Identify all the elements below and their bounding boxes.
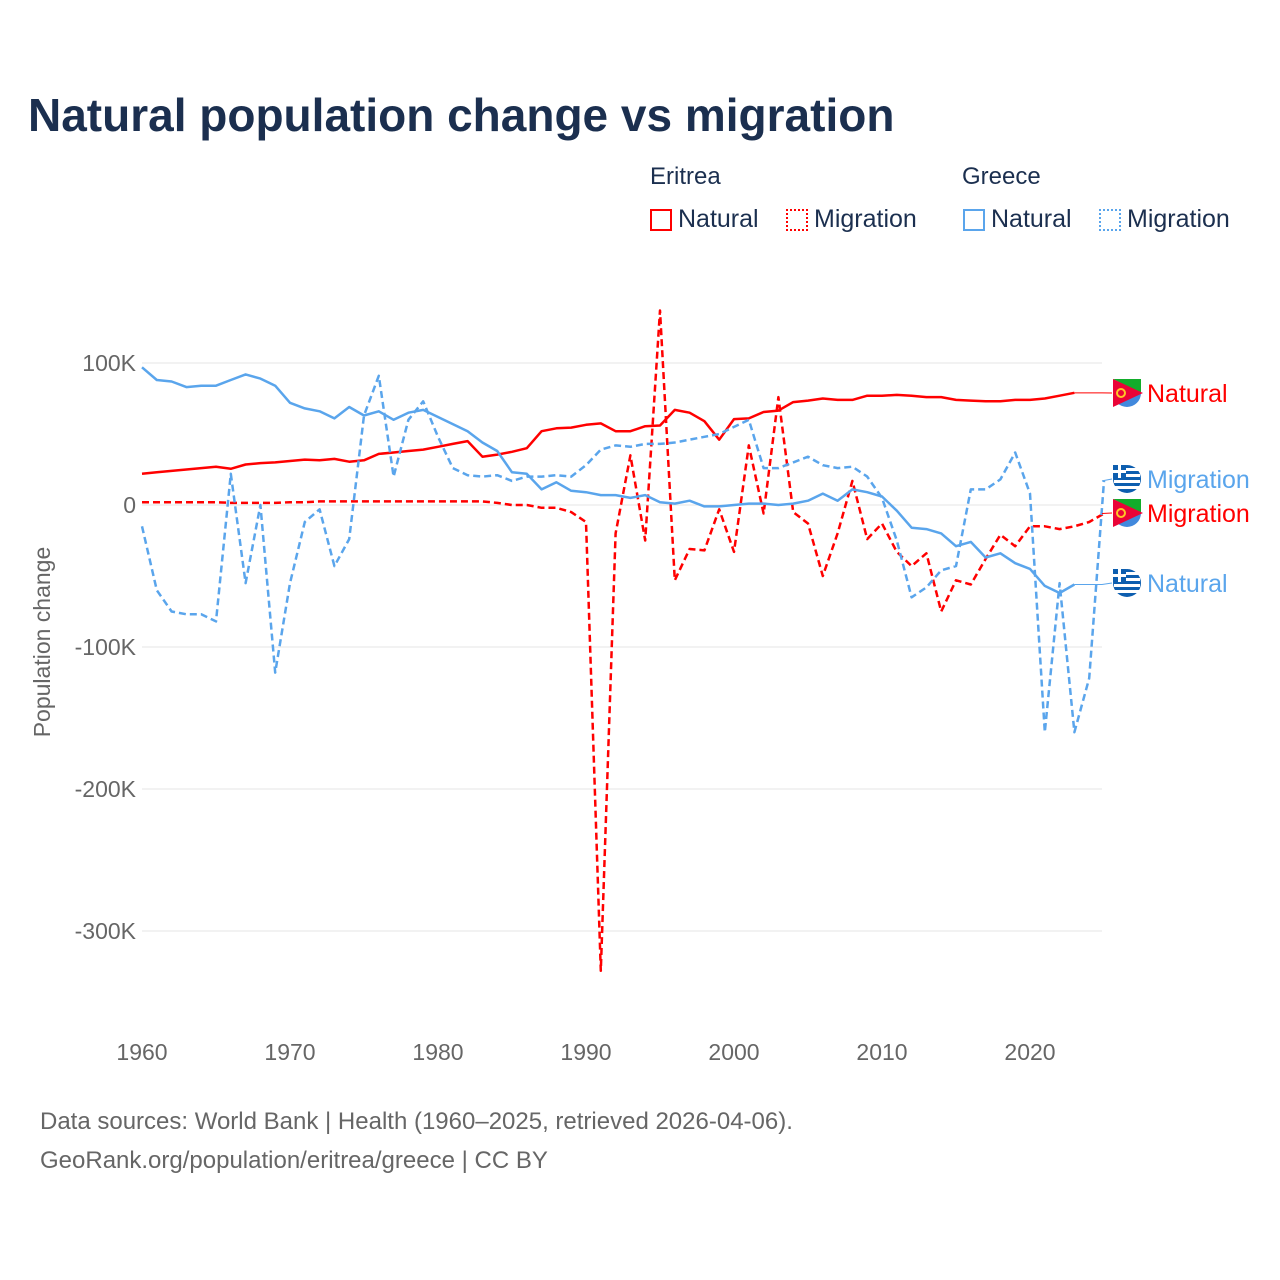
greece-flag-stripe	[1114, 578, 1140, 581]
label-connector	[1101, 478, 1113, 482]
legend-group-greece: Greece	[962, 163, 1041, 190]
greece-flag-cross	[1113, 470, 1126, 473]
greece-flag-stripe	[1114, 468, 1140, 471]
legend-greece-natural[interactable]: Natural	[963, 205, 1072, 234]
y-tick-label: -300K	[75, 918, 137, 944]
greece-flag-stripe	[1114, 584, 1140, 587]
x-tick-label: 1970	[264, 1039, 315, 1065]
y-axis-label: Population change	[29, 547, 55, 738]
x-tick-label: 2020	[1004, 1039, 1055, 1065]
end-label: Natural	[1147, 570, 1228, 598]
greece-flag-stripe	[1114, 480, 1140, 483]
x-tick-label: 1960	[116, 1039, 167, 1065]
legend-group-eritrea: Eritrea	[650, 163, 721, 190]
legend-label: Natural	[678, 205, 759, 233]
legend-swatch	[786, 208, 808, 231]
series-line-greece-migration	[140, 374, 1106, 734]
legend-swatch	[963, 208, 985, 231]
legend-greece-migration[interactable]: Migration	[1099, 205, 1230, 234]
label-connector	[1101, 512, 1113, 515]
legend-label: Migration	[814, 205, 917, 233]
series-line-greece-natural	[141, 366, 1076, 595]
eritrea-flag-emblem	[1116, 508, 1126, 518]
footer-sources: Data sources: World Bank | Health (1960–…	[40, 1108, 793, 1135]
x-tick-label: 1990	[560, 1039, 611, 1065]
series-line-eritrea-natural	[141, 391, 1075, 476]
end-label: Migration	[1147, 466, 1250, 494]
series-line-eritrea-migration	[142, 309, 1105, 973]
y-tick-label: -100K	[75, 634, 137, 660]
x-tick-label: 1980	[412, 1039, 463, 1065]
eritrea-flag-red	[1113, 379, 1143, 407]
legend-swatch	[1099, 208, 1121, 231]
legend-label: Migration	[1127, 205, 1230, 233]
greece-flag-stripe	[1114, 572, 1140, 575]
x-tick-label: 2010	[856, 1039, 907, 1065]
greece-flag-stripe	[1114, 486, 1140, 489]
greece-flag-stripe	[1114, 590, 1140, 593]
legend-eritrea-migration[interactable]: Migration	[786, 205, 917, 234]
chart-title: Natural population change vs migration	[28, 89, 895, 141]
greece-flag-cross	[1113, 574, 1126, 577]
x-tick-label: 2000	[708, 1039, 759, 1065]
y-tick-label: 100K	[82, 350, 136, 376]
eritrea-flag-red	[1113, 499, 1143, 527]
y-tick-label: 0	[123, 492, 136, 518]
legend-swatch	[650, 208, 672, 231]
end-label: Natural	[1147, 380, 1228, 408]
eritrea-flag-emblem	[1116, 388, 1126, 398]
end-label: Migration	[1147, 500, 1250, 528]
footer-link[interactable]: GeoRank.org/population/eritrea/greece | …	[40, 1147, 548, 1174]
label-connector	[1074, 582, 1113, 586]
y-tick-label: -200K	[75, 776, 137, 802]
legend-eritrea-natural[interactable]: Natural	[650, 205, 759, 234]
greece-flag-stripe	[1114, 474, 1140, 477]
legend-label: Natural	[991, 205, 1072, 233]
